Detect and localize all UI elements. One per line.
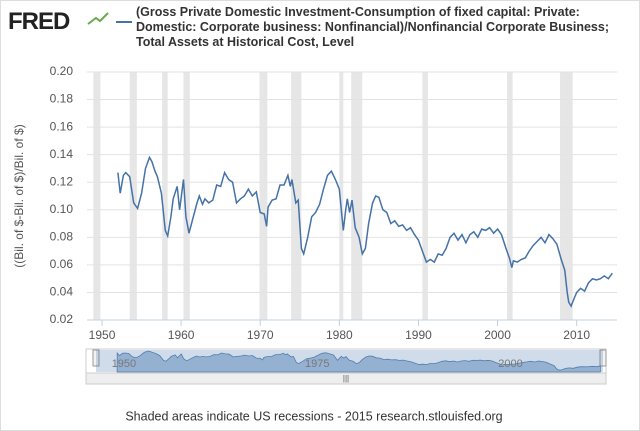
y-tick-label: 0.18: [50, 92, 74, 106]
scrollbar[interactable]: [85, 372, 607, 385]
y-tick-label: 0.12: [50, 174, 74, 188]
scrollbar-grip[interactable]: |||: [343, 374, 349, 383]
x-tick-label: 2000: [484, 328, 511, 342]
navigator-window: [96, 350, 603, 372]
x-tick-label: 1980: [326, 328, 353, 342]
recession: [162, 72, 168, 320]
y-tick-label: 0.02: [50, 312, 74, 326]
y-tick-label: 0.06: [50, 257, 74, 271]
recession: [183, 72, 190, 320]
recession: [339, 72, 344, 320]
nav-handle[interactable]: [599, 349, 607, 367]
y-tick-label: 0.14: [50, 147, 74, 161]
series-line: [117, 155, 613, 308]
recession: [351, 72, 363, 320]
legend-title: (Gross Private Domestic Investment-Consu…: [136, 5, 609, 49]
logo: FRED: [8, 8, 70, 35]
y-tick-label: 0.16: [50, 119, 74, 133]
navigator-label: 2000: [498, 358, 522, 370]
y-tick-label: 0.10: [50, 202, 74, 216]
x-tick-label: 1960: [168, 328, 195, 342]
recession: [291, 72, 302, 320]
y-tick-label: 0.04: [50, 285, 74, 299]
recession: [507, 72, 513, 320]
footer: Shaded areas indicate US recessions - 20…: [125, 409, 502, 423]
recession: [259, 72, 268, 320]
logo-icon: [87, 12, 109, 25]
navigator-area: [116, 350, 601, 373]
x-tick-label: 1990: [405, 328, 432, 342]
x-tick-label: 1950: [89, 328, 116, 342]
recession: [93, 72, 101, 320]
nav-handle[interactable]: [92, 349, 100, 367]
x-tick-label: 1970: [247, 328, 274, 342]
recession: [422, 72, 428, 320]
y-tick-label: 0.08: [50, 230, 74, 244]
x-tick-label: 2010: [563, 328, 590, 342]
recession: [560, 72, 573, 320]
y-tick-label: 0.20: [50, 64, 74, 78]
navigator-label: 1975: [305, 358, 329, 370]
y-axis-label: ((Bil. of $-Bil. of $)/Bil. of $): [12, 124, 26, 267]
navigator-label: 1950: [112, 358, 136, 370]
